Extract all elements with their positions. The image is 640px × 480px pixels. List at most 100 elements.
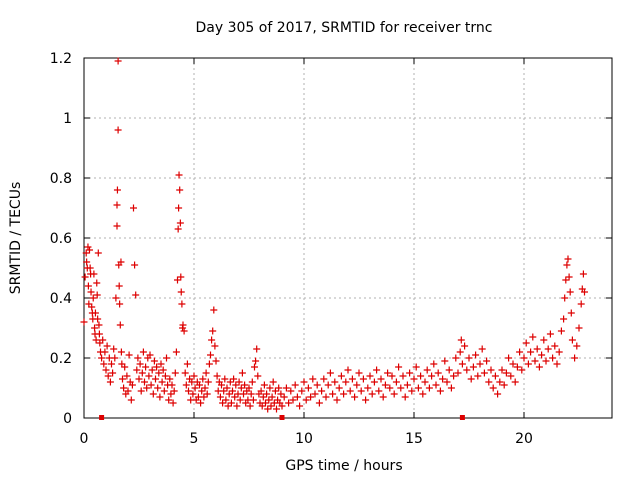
data-point [168,381,176,389]
data-point [553,360,561,368]
axis-marker [279,415,285,420]
data-point [198,387,206,395]
data-point [258,402,266,410]
data-point [469,363,477,371]
data-point [259,393,267,401]
data-point [231,393,239,401]
data-point [500,381,508,389]
data-point [83,258,91,266]
data-point [300,378,308,386]
data-point [175,171,183,179]
data-point [81,273,89,281]
data-point [564,255,572,263]
data-point [291,381,299,389]
data-point [159,366,167,374]
axis-markers [99,415,465,420]
data-point [348,375,356,383]
data-point [190,372,198,380]
data-point [117,258,125,266]
data-point [364,384,372,392]
data-point [403,381,411,389]
data-point [182,381,190,389]
data-point [109,369,117,377]
data-point [483,357,491,365]
data-point [208,336,216,344]
data-point [249,396,257,404]
data-point [101,348,109,356]
data-point [251,363,258,371]
data-point [322,393,330,401]
data-point [280,393,288,401]
data-point [498,366,506,374]
data-point [179,321,187,329]
data-point [421,378,429,386]
data-point [307,393,315,401]
data-point [373,366,381,374]
data-point [92,336,100,344]
data-point [311,390,319,398]
data-point [248,378,256,386]
data-point [513,363,521,371]
data-point [143,384,151,392]
data-point [577,300,585,308]
data-point [346,387,354,395]
chart-title: Day 305 of 2017, SRMTID for receiver trn… [196,20,493,36]
data-point [518,366,526,374]
data-point [351,393,359,401]
data-point [388,372,396,380]
data-point [156,393,164,401]
data-point [157,360,165,368]
data-point [555,348,563,356]
data-point [505,354,513,362]
data-point [414,384,422,392]
data-point [425,384,433,392]
data-point [375,387,383,395]
data-point [417,372,425,380]
data-point [567,309,575,317]
data-point [491,372,499,380]
data-point [252,357,260,365]
data-point [412,363,420,371]
data-point [557,327,565,335]
data-point [99,336,107,344]
data-point [235,378,243,386]
axis-marker [99,415,105,420]
data-point [551,342,559,350]
data-point [127,396,135,404]
data-point [205,360,213,368]
data-point [94,249,102,257]
data-point [86,246,93,254]
data-point [130,204,137,212]
data-point [329,390,337,398]
data-point [257,387,265,395]
data-point [575,324,583,332]
data-point [273,405,280,413]
data-point [458,360,466,368]
data-point [265,396,273,404]
data-point [80,318,88,326]
data-point [202,369,210,377]
data-point [423,366,431,374]
data-point [467,375,475,383]
data-point [293,393,301,401]
data-point [100,360,108,368]
data-point [209,327,217,335]
data-point [91,324,99,332]
data-point [183,360,191,368]
data-point [185,387,192,395]
data-point [362,396,370,404]
data-point [211,342,219,350]
data-point [333,396,341,404]
data-point [277,390,285,398]
data-point [114,126,122,134]
data-point [177,273,185,281]
data-point [472,351,480,359]
data-point [93,291,101,299]
data-point [568,336,576,344]
data-point [275,384,283,392]
data-point [221,375,229,383]
data-point [84,282,92,290]
data-point [146,351,154,359]
data-point [149,390,157,398]
data-point [282,384,290,392]
